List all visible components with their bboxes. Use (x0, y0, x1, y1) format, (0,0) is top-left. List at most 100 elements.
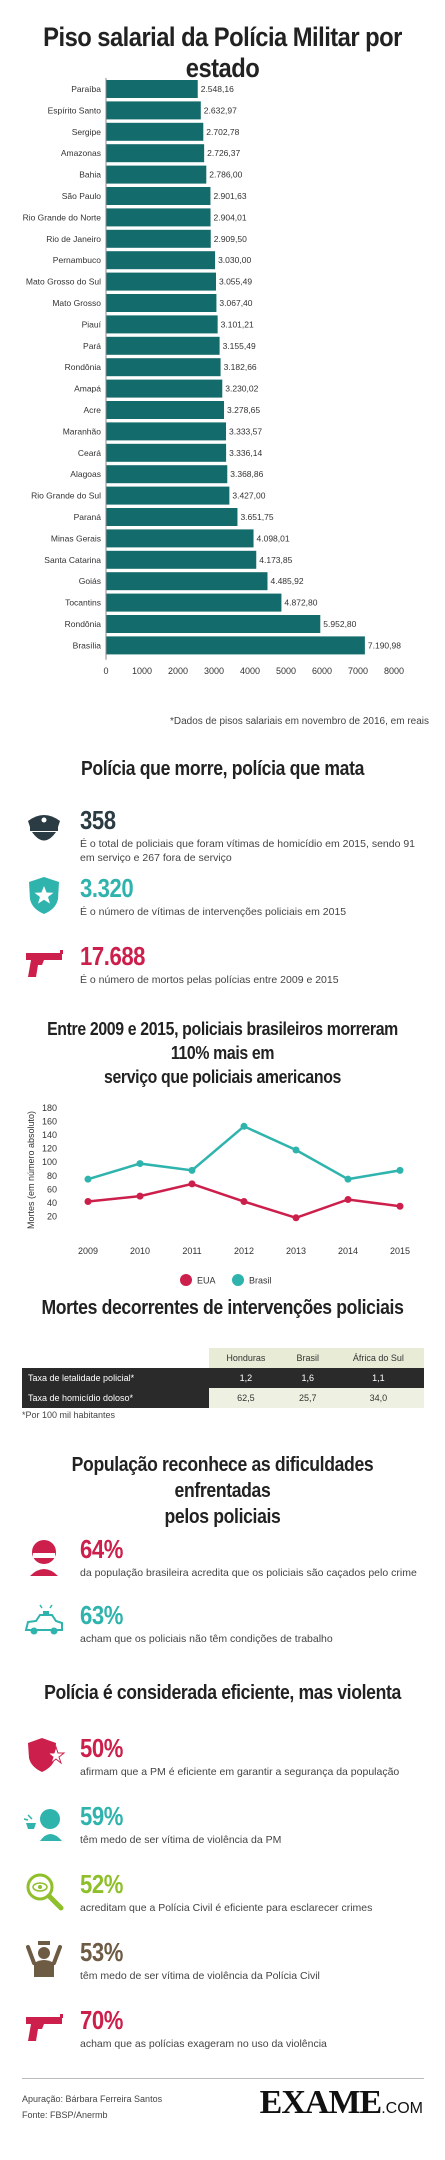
data-point (292, 1146, 300, 1154)
bar-value-label: 4.098,01 (257, 533, 290, 543)
bar-value-label: 2.632,97 (204, 105, 237, 115)
bar-value-label: 2.702,78 (206, 127, 239, 137)
fear-face-icon (23, 1809, 62, 1841)
bar-value-label: 3.651,75 (240, 512, 273, 522)
table-row: Taxa de letalidade policial* 1,2 1,6 1,1 (22, 1368, 424, 1388)
officer-head-icon (30, 1540, 58, 1576)
x-tick-label: 7000 (348, 666, 368, 676)
y-tick-label: 60 (47, 1184, 57, 1194)
stat-icon-wrap (22, 2005, 66, 2049)
bar-value-label: 3.055,49 (219, 277, 252, 287)
section5-stat-item: 64% da população brasileira acredita que … (22, 1534, 422, 1584)
table-footnote: *Por 100 mil habitantes (22, 1410, 116, 1420)
bar (106, 208, 211, 227)
x-tick-label: 3000 (204, 666, 224, 676)
bar (106, 336, 220, 355)
bar-value-label: 3.336,14 (229, 448, 262, 458)
bar-category-label: Goiás (79, 576, 101, 586)
section2-stat-item: 17.688 É o número de mortos pelas polícia… (22, 941, 422, 991)
stat-number: 63% (80, 1600, 123, 1630)
data-point (240, 1198, 248, 1206)
legend-marker (180, 1274, 192, 1286)
bar-category-label: Pará (83, 341, 101, 351)
bar-value-label: 2.901,63 (213, 191, 246, 201)
exame-logo: EXAME.COM (260, 2084, 423, 2122)
bar-category-label: Paraná (74, 512, 102, 522)
bar (106, 550, 257, 569)
section-title-intervention-deaths: Mortes decorrentes de intervenções polic… (41, 1297, 404, 1319)
stat-description: afirmam que a PM é eficiente em garantir… (80, 1766, 400, 1778)
page-title: Piso salarial da Polícia Militar por est… (43, 22, 402, 83)
magnifier-eye-icon (26, 1873, 64, 1911)
stat-number: 59% (80, 1801, 123, 1831)
bar (106, 486, 230, 505)
stat-description: têm medo de ser vítima de violência da P… (80, 1834, 282, 1846)
data-point (136, 1160, 144, 1168)
x-tick-label: 1000 (132, 666, 152, 676)
bar-value-label: 4.173,85 (259, 555, 292, 565)
stat-number: 17.688 (80, 941, 146, 971)
table-row: Taxa de homicídio doloso* 62,5 25,7 34,0 (22, 1388, 424, 1408)
bar-value-label: 2.726,37 (207, 148, 240, 158)
data-point (84, 1198, 92, 1206)
bar-category-label: Espírito Santo (48, 105, 102, 115)
bar-value-label: 3.101,21 (221, 319, 254, 329)
section5-stat-item: 63% acham que os policiais não têm condiç… (22, 1600, 422, 1650)
bar-value-label: 2.548,16 (201, 84, 234, 94)
x-tick-label: 2012 (234, 1246, 254, 1256)
bar-category-label: Rio Grande do Sul (31, 491, 101, 501)
y-tick-label: 140 (42, 1130, 57, 1140)
section6-stat-item: 53% têm medo de ser vítima de violência d… (22, 1937, 422, 1987)
bar-category-label: Sergipe (72, 127, 102, 137)
bar-value-label: 4.872,80 (284, 598, 317, 608)
police-badge-icon (29, 877, 59, 914)
y-tick-label: 180 (42, 1103, 57, 1113)
stat-description: acham que os policiais não têm condições… (80, 1633, 333, 1645)
section6-stat-item: 59% têm medo de ser vítima de violência d… (22, 1801, 422, 1851)
section5-title-line1: População reconhece as dificuldades enfr… (71, 1454, 374, 1502)
bar (106, 101, 201, 120)
bar-category-label: Mato Grosso do Sul (26, 277, 101, 287)
bar-category-label: Tocantins (65, 598, 101, 608)
bar-category-label: Amapá (74, 384, 101, 394)
police-officer-icon (28, 815, 60, 841)
bar (106, 636, 365, 655)
bar-value-label: 3.182,66 (224, 362, 257, 372)
bar-value-label: 3.067,40 (219, 298, 252, 308)
table-header-cell: Brasil (282, 1348, 333, 1368)
bar (106, 165, 207, 184)
bar-value-label: 3.278,65 (227, 405, 260, 415)
bar-category-label: Bahia (79, 170, 101, 180)
salary-bar-chart: Paraíba 2.548,16 Espírito Santo 2.632,97 Ser… (23, 78, 404, 676)
x-tick-label: 2014 (338, 1246, 358, 1256)
section-title-deaths-comparison: Entre 2009 e 2015, policiais brasileiros… (27, 1017, 419, 1089)
stat-number: 64% (80, 1534, 123, 1564)
y-tick-label: 80 (47, 1171, 57, 1181)
bar-category-label: Minas Gerais (51, 533, 101, 543)
data-point (84, 1175, 92, 1183)
bar-category-label: Brasília (73, 640, 102, 650)
data-point (240, 1122, 248, 1130)
section2-stat-item: 3.320 É o número de vítimas de intervençõ… (22, 873, 422, 923)
bar-category-label: Rio Grande do Norte (23, 212, 102, 222)
bar-category-label: Amazonas (61, 148, 101, 158)
bar (106, 422, 227, 441)
bar-category-label: Mato Grosso (52, 298, 101, 308)
table-header-cell: Honduras (209, 1348, 283, 1368)
stat-description: É o número de mortos pelas polícias entr… (80, 974, 339, 986)
stat-icon-wrap (22, 1733, 66, 1777)
table-cell: 1,1 (372, 1373, 385, 1383)
bar-category-label: São Paulo (62, 191, 101, 201)
bar-value-label: 3.155,49 (223, 341, 256, 351)
x-tick-label: 2013 (286, 1246, 306, 1256)
table-row-label: Taxa de homicídio doloso* (22, 1388, 209, 1408)
bar (106, 401, 225, 419)
section6-stat-item: 50% afirmam que a PM é eficiente em garan… (22, 1733, 422, 1783)
x-tick-label: 2010 (130, 1246, 150, 1256)
bar-value-label: 3.230,02 (225, 384, 258, 394)
data-point (188, 1166, 196, 1174)
data-point (136, 1192, 144, 1200)
stat-description: da população brasileira acredita que os … (80, 1567, 417, 1579)
stat-number: 50% (80, 1733, 123, 1763)
stat-icon-wrap (22, 941, 66, 985)
